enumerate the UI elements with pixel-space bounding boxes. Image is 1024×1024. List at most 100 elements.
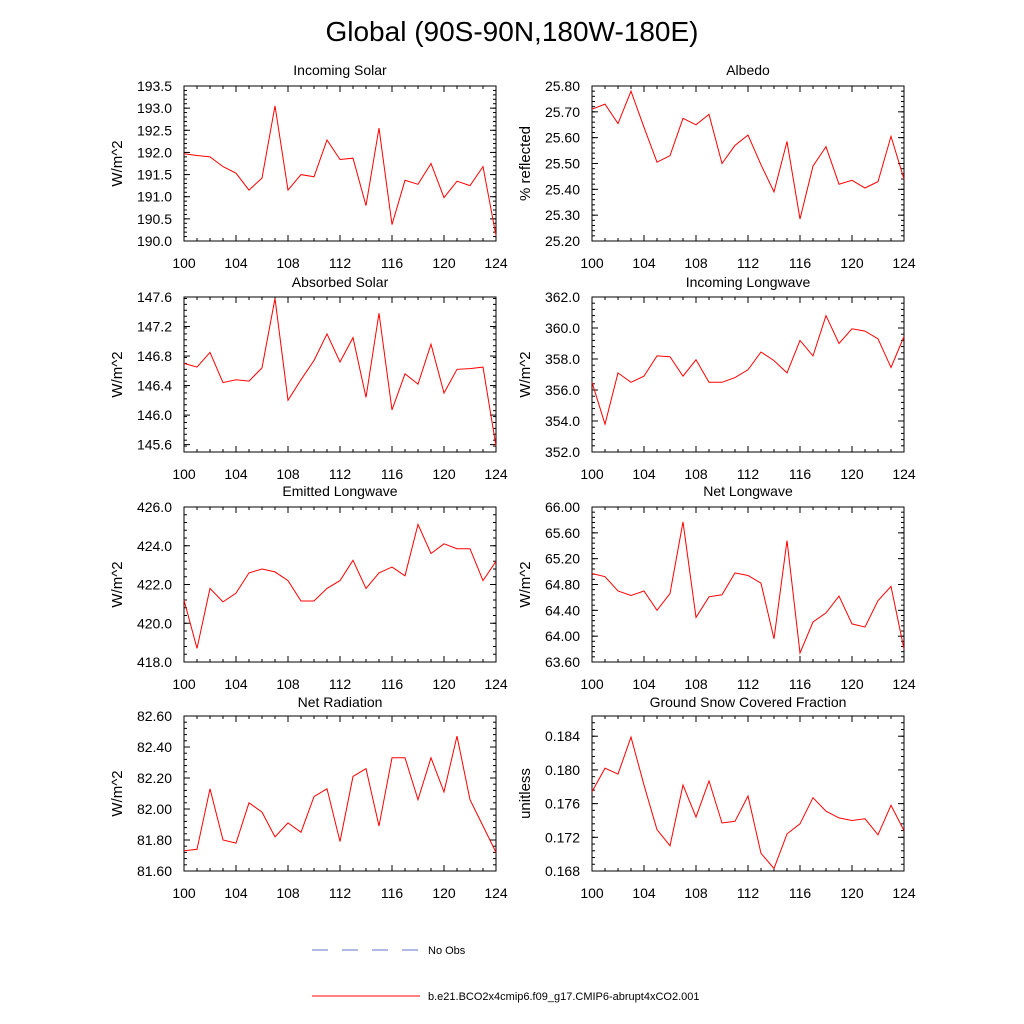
plot-frame xyxy=(183,715,497,872)
plot-frame xyxy=(591,296,905,453)
x-tick-label: 112 xyxy=(737,676,760,692)
panel-title: Net Radiation xyxy=(298,694,383,710)
y-tick-label: 81.60 xyxy=(137,863,172,879)
y-tick-label: 426.0 xyxy=(137,499,172,515)
y-tick-label: 190.5 xyxy=(137,211,172,227)
panel-albedo: Albedo % reflected 100 104 108 112 116 120 124 25… xyxy=(517,62,916,271)
panel-incoming-solar: Incoming Solar W/m^2 100 104 108 112 116 120 124… xyxy=(109,62,508,271)
x-tick-label: 124 xyxy=(892,885,916,901)
y-tick-label: 358.0 xyxy=(545,351,580,367)
x-tick-label: 100 xyxy=(172,676,196,692)
x-tick-label: 108 xyxy=(276,255,300,271)
y-tick-label: 65.20 xyxy=(545,551,580,567)
x-tick-label: 120 xyxy=(432,255,456,271)
series-line xyxy=(591,735,905,870)
y-tick-label: 418.0 xyxy=(137,654,172,670)
x-tick-label: 108 xyxy=(276,885,300,901)
y-tick-label: 146.8 xyxy=(137,348,172,364)
panel-ground-snow-covered-fraction: Ground Snow Covered Fraction unitless 100 1… xyxy=(517,694,916,901)
panel-title: Incoming Longwave xyxy=(686,274,811,290)
y-tick-label: 25.80 xyxy=(545,78,580,94)
y-tick-label: 352.0 xyxy=(545,444,580,460)
panel-title: Absorbed Solar xyxy=(292,274,389,290)
y-tick-label: 64.40 xyxy=(545,602,580,618)
y-tick-label: 65.60 xyxy=(545,525,580,541)
x-tick-label: 124 xyxy=(484,466,508,482)
panel-title: Ground Snow Covered Fraction xyxy=(650,694,847,710)
x-tick-label: 112 xyxy=(737,885,760,901)
panel-title: Emitted Longwave xyxy=(282,483,397,499)
x-tick-label: 120 xyxy=(432,676,456,692)
y-tick-label: 82.60 xyxy=(137,708,172,724)
x-tick-label: 120 xyxy=(840,466,864,482)
x-tick-label: 100 xyxy=(580,676,604,692)
y-tick-label: 82.20 xyxy=(137,770,172,786)
figure-title: Global (90S-90N,180W-180E) xyxy=(325,16,698,47)
y-tick-label: 146.0 xyxy=(137,407,172,423)
y-tick-label: 81.80 xyxy=(137,832,172,848)
x-tick-label: 112 xyxy=(737,255,760,271)
x-tick-label: 124 xyxy=(892,676,916,692)
x-tick-label: 116 xyxy=(381,676,404,692)
y-tick-label: 420.0 xyxy=(137,615,172,631)
y-tick-label: 192.0 xyxy=(137,144,172,160)
x-tick-label: 124 xyxy=(484,255,508,271)
plot-frame xyxy=(591,506,905,663)
x-tick-label: 108 xyxy=(684,885,708,901)
x-tick-label: 124 xyxy=(484,676,508,692)
x-tick-label: 124 xyxy=(892,466,916,482)
x-tick-label: 108 xyxy=(684,255,708,271)
x-tick-label: 112 xyxy=(329,676,352,692)
y-tick-label: 191.5 xyxy=(137,167,172,183)
y-tick-label: 424.0 xyxy=(137,538,172,554)
panels: Incoming Solar W/m^2 100 104 108 112 116 120 124… xyxy=(109,62,916,901)
x-tick-label: 116 xyxy=(789,466,812,482)
y-tick-label: 0.184 xyxy=(545,728,580,744)
panel-net-longwave: Net Longwave W/m^2 100 104 108 112 116 120 124 63… xyxy=(517,483,916,692)
x-tick-label: 104 xyxy=(632,466,656,482)
y-tick-label: 0.180 xyxy=(545,762,580,778)
y-axis-label: W/m^2 xyxy=(109,140,126,186)
x-tick-label: 100 xyxy=(580,466,604,482)
panel-emitted-longwave: Emitted Longwave W/m^2 100 104 108 112 116 120 1… xyxy=(109,483,508,692)
y-axis-label: unitless xyxy=(517,768,534,819)
y-tick-label: 82.00 xyxy=(137,801,172,817)
x-tick-label: 120 xyxy=(840,885,864,901)
x-tick-label: 116 xyxy=(789,676,812,692)
y-tick-label: 0.172 xyxy=(545,829,580,845)
x-tick-label: 100 xyxy=(172,255,196,271)
x-tick-label: 104 xyxy=(224,676,248,692)
y-tick-label: 25.40 xyxy=(545,181,580,197)
y-tick-label: 145.6 xyxy=(137,437,172,453)
y-tick-label: 147.2 xyxy=(137,319,172,335)
x-tick-label: 104 xyxy=(632,255,656,271)
series-line xyxy=(183,735,497,853)
y-tick-label: 362.0 xyxy=(545,289,580,305)
y-tick-label: 25.50 xyxy=(545,156,580,172)
x-tick-label: 124 xyxy=(484,885,508,901)
x-tick-label: 116 xyxy=(381,466,404,482)
panel-net-radiation: Net Radiation W/m^2 100 104 108 112 116 120 124 8… xyxy=(109,694,508,901)
legend-obs-label: No Obs xyxy=(428,945,466,957)
panel-incoming-longwave: Incoming Longwave W/m^2 100 104 108 112 116 120… xyxy=(517,274,916,482)
y-tick-label: 356.0 xyxy=(545,382,580,398)
y-axis-label: W/m^2 xyxy=(517,351,534,397)
y-tick-label: 191.0 xyxy=(137,189,172,205)
y-tick-label: 0.168 xyxy=(545,863,580,879)
plot-frame xyxy=(591,85,905,242)
x-tick-label: 120 xyxy=(840,255,864,271)
y-tick-label: 25.60 xyxy=(545,130,580,146)
legend-model-label: b.e21.BCO2x4cmip6.f09_g17.CMIP6-abrupt4x… xyxy=(428,991,700,1003)
series-line xyxy=(183,105,497,236)
series-line xyxy=(183,522,497,649)
y-axis-label: W/m^2 xyxy=(109,351,126,397)
x-tick-label: 104 xyxy=(224,255,248,271)
y-tick-label: 0.176 xyxy=(545,796,580,812)
y-tick-label: 64.80 xyxy=(545,577,580,593)
y-axis-label: W/m^2 xyxy=(109,770,126,816)
y-tick-label: 193.5 xyxy=(137,78,172,94)
y-tick-label: 354.0 xyxy=(545,413,580,429)
y-axis-label: W/m^2 xyxy=(109,561,126,607)
series-line xyxy=(591,521,905,655)
